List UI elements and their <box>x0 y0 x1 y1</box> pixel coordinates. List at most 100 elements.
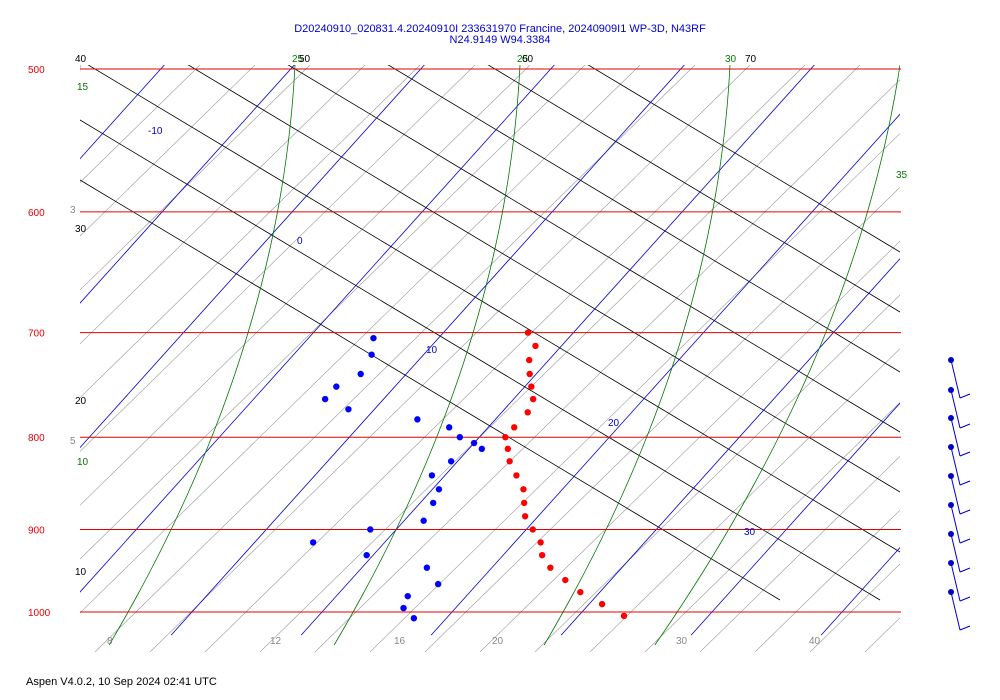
isobar-label: 600 <box>28 208 45 219</box>
temperature-axis-label: 16 <box>394 636 406 647</box>
moist-adiabat-line <box>543 65 731 646</box>
dewpoint-point <box>400 604 407 612</box>
dewpoint-point <box>309 539 317 546</box>
temperature-axis-label: 30 <box>676 636 688 647</box>
temperature-point <box>521 513 529 520</box>
temperature-axis-label: 20 <box>492 636 504 647</box>
temperature-point <box>562 576 569 584</box>
temperature-point <box>502 433 509 441</box>
dewpoint-point <box>478 445 486 453</box>
isotherm-line <box>80 65 425 449</box>
moist-adiabat-line <box>333 65 521 646</box>
isotherm-label: 0 <box>297 236 303 247</box>
dewpoint-point <box>445 424 453 431</box>
mixing-ratio-line <box>975 65 1000 652</box>
mixing-ratio-line <box>80 65 366 345</box>
temperature-point <box>526 356 533 364</box>
temperature-point <box>532 342 539 350</box>
mixing-ratio-line <box>80 65 421 399</box>
dewpoint-point <box>333 383 340 390</box>
moist-adiabat-label: 35 <box>896 170 908 181</box>
mixing-ratio-line <box>369 133 900 652</box>
isotherm-label: 20 <box>608 418 620 429</box>
temperature-point <box>528 383 535 390</box>
isotherm-line <box>80 65 295 304</box>
wind-barb-staff <box>950 389 961 429</box>
isotherm-line <box>80 65 555 593</box>
dry-adiabat-line <box>487 65 900 313</box>
wind-barb-staff <box>950 475 961 515</box>
isotherm-line <box>300 65 815 636</box>
wind-barb-staff <box>950 533 961 573</box>
mixing-ratio-line <box>534 294 900 652</box>
mixing-ratio-line <box>94 65 696 652</box>
temperature-point <box>529 395 537 403</box>
wind-barb-flag <box>959 480 971 486</box>
dry-adiabat-label: 30 <box>75 224 87 235</box>
moist-adiabat-label: 15 <box>77 82 89 93</box>
wind-barb-staff <box>950 562 961 602</box>
wind-barb-flag <box>959 423 971 429</box>
chart-subtitle: N24.9149 W94.3384 <box>449 34 551 46</box>
auxiliary-label: 3 <box>70 205 76 216</box>
temperature-axis-label: 12 <box>270 636 282 647</box>
temperature-point <box>520 486 527 493</box>
dewpoint-point <box>447 458 455 465</box>
temperature-axis-label: 8 <box>107 636 113 647</box>
mixing-ratio-line <box>80 65 476 452</box>
mixing-ratio-line <box>424 186 900 652</box>
isobar-label: 800 <box>28 433 45 444</box>
dewpoint-point <box>345 406 352 413</box>
isotherm-label: 10 <box>426 345 438 356</box>
auxiliary-label: 5 <box>70 436 76 447</box>
temperature-point <box>520 499 528 507</box>
dewpoint-point <box>370 334 377 342</box>
isotherm-line <box>690 402 900 636</box>
footer-version-text: Aspen V4.0.2, 10 Sep 2024 02:41 UTC <box>26 676 217 688</box>
temperature-point <box>547 564 554 571</box>
dewpoint-point <box>410 615 418 622</box>
auxiliary-label: 50 <box>299 54 311 65</box>
dewpoint-point <box>429 499 437 507</box>
temperature-point <box>577 588 584 596</box>
dry-adiabat-label: 10 <box>75 567 87 578</box>
wind-barb-flag <box>959 509 971 515</box>
dewpoint-point <box>470 439 478 447</box>
auxiliary-label: 60 <box>522 54 534 65</box>
dewpoint-point <box>434 580 442 588</box>
dewpoint-point <box>423 564 431 571</box>
dewpoint-point <box>363 551 370 559</box>
wind-barb-staff <box>950 504 961 544</box>
dry-adiabat-line <box>80 179 781 601</box>
dry-adiabat-line <box>587 65 900 253</box>
dewpoint-point <box>368 351 375 358</box>
temperature-point <box>510 424 518 431</box>
wind-barb-flag <box>959 625 971 631</box>
chart-title: D20240910_020831.4.20240910I 233631970 F… <box>294 23 706 35</box>
dewpoint-point <box>420 517 427 524</box>
mixing-ratio-line <box>920 65 1000 652</box>
temperature-point <box>598 600 606 608</box>
mixing-ratio-line <box>80 65 256 237</box>
isobar-label: 900 <box>28 525 45 536</box>
dry-adiabat-line <box>80 119 881 601</box>
auxiliary-label: 70 <box>745 54 757 65</box>
mixing-ratio-line <box>479 240 900 652</box>
isotherm-line <box>820 546 900 636</box>
dry-adiabat-line <box>387 65 900 373</box>
temperature-point <box>526 370 533 378</box>
mixing-ratio-line <box>699 455 900 652</box>
moist-adiabat-line <box>654 65 900 646</box>
mixing-ratio-line <box>149 65 751 652</box>
isobar-label: 1000 <box>28 608 51 619</box>
dewpoint-point <box>367 526 374 533</box>
dewpoint-point <box>456 433 464 441</box>
isotherm-label: 30 <box>744 527 756 538</box>
mixing-ratio-line <box>80 65 201 183</box>
wind-barb-staff <box>950 359 961 399</box>
temperature-point <box>504 445 512 453</box>
isobar-label: 500 <box>28 65 45 76</box>
mixing-ratio-line <box>80 65 311 291</box>
dewpoint-point <box>414 416 421 423</box>
